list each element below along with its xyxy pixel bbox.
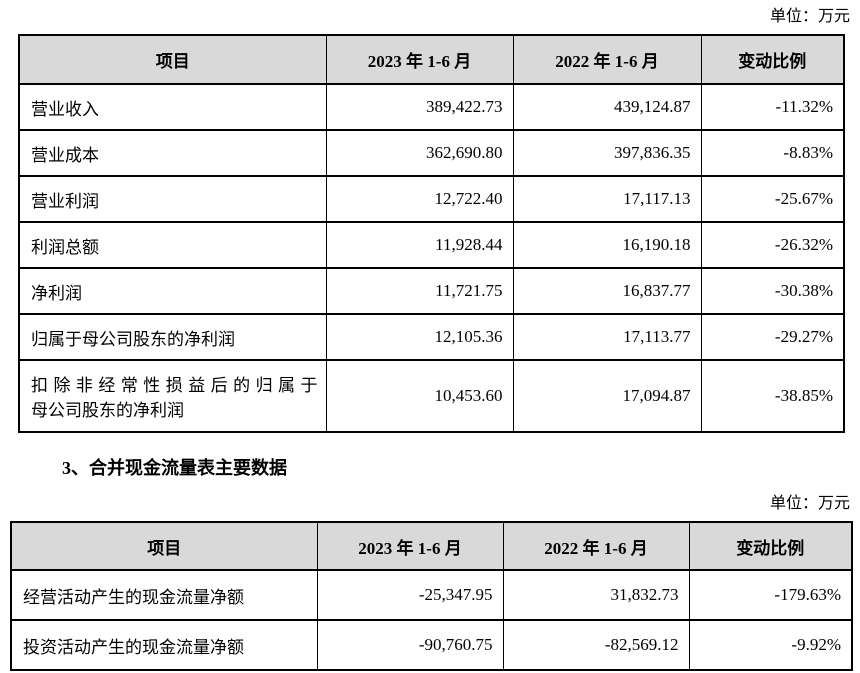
column-header-item: 项目 xyxy=(10,521,318,571)
table-row-net-profit: 净利润 11,721.75 16,837.77 -30.38% xyxy=(18,267,845,315)
change-ratio-cell: -30.38% xyxy=(700,267,845,315)
column-header-item: 项目 xyxy=(18,34,327,85)
column-header-2023: 2023 年 1-6 月 xyxy=(316,521,504,571)
value-2023-cell: 11,928.44 xyxy=(325,221,514,269)
value-2022-cell: -82,569.12 xyxy=(502,619,690,671)
item-label-cell: 扣除非经常性损益后的归属于 母公司股东的净利润 xyxy=(18,359,327,433)
value-2023-cell: 362,690.80 xyxy=(325,129,514,177)
change-ratio-cell: -179.63% xyxy=(688,569,853,621)
value-2023-cell: 12,105.36 xyxy=(325,313,514,361)
value-2023-cell: 11,721.75 xyxy=(325,267,514,315)
change-ratio-cell: -26.32% xyxy=(700,221,845,269)
column-header-2023: 2023 年 1-6 月 xyxy=(325,34,514,85)
section-heading: 3、合并现金流量表主要数据 xyxy=(62,458,287,478)
value-2023-cell: 10,453.60 xyxy=(325,359,514,433)
column-header-2022: 2022 年 1-6 月 xyxy=(502,521,690,571)
column-header-change: 变动比例 xyxy=(700,34,845,85)
value-2022-cell: 16,190.18 xyxy=(512,221,702,269)
table-row-operating-cash-flow: 经营活动产生的现金流量净额 -25,347.95 31,832.73 -179.… xyxy=(10,569,853,621)
value-2022-cell: 17,113.77 xyxy=(512,313,702,361)
item-label-cell: 营业收入 xyxy=(18,83,327,131)
value-2022-cell: 17,117.13 xyxy=(512,175,702,223)
change-ratio-cell: -29.27% xyxy=(700,313,845,361)
table-row-operating-revenue: 营业收入 389,422.73 439,124.87 -11.32% xyxy=(18,83,845,131)
item-label-cell: 经营活动产生的现金流量净额 xyxy=(10,569,318,621)
unit-label: 单位：万元 xyxy=(769,495,850,512)
item-label-cell: 营业成本 xyxy=(18,129,327,177)
value-2022-cell: 17,094.87 xyxy=(512,359,702,433)
change-ratio-cell: -9.92% xyxy=(688,619,853,671)
value-2023-cell: -25,347.95 xyxy=(316,569,504,621)
table-row-net-profit-to-parent: 归属于母公司股东的净利润 12,105.36 17,113.77 -29.27% xyxy=(18,313,845,361)
item-label-line2: 母公司股东的净利润 xyxy=(31,401,184,420)
item-label-cell: 投资活动产生的现金流量净额 xyxy=(10,619,318,671)
value-2022-cell: 397,836.35 xyxy=(512,129,702,177)
table-header-row: 项目 2023 年 1-6 月 2022 年 1-6 月 变动比例 xyxy=(10,521,853,571)
cash-flow-table: 项目 2023 年 1-6 月 2022 年 1-6 月 变动比例 经营活动产生… xyxy=(10,521,853,671)
item-label-line1: 扣除非经常性损益后的归属于 xyxy=(31,376,318,395)
table-header-row: 项目 2023 年 1-6 月 2022 年 1-6 月 变动比例 xyxy=(18,34,845,85)
table-row-operating-cost: 营业成本 362,690.80 397,836.35 -8.83% xyxy=(18,129,845,177)
table-row-investing-cash-flow: 投资活动产生的现金流量净额 -90,760.75 -82,569.12 -9.9… xyxy=(10,619,853,671)
column-header-change: 变动比例 xyxy=(688,521,853,571)
value-2023-cell: 12,722.40 xyxy=(325,175,514,223)
unit-label: 单位：万元 xyxy=(769,8,850,25)
item-label-cell: 净利润 xyxy=(18,267,327,315)
change-ratio-cell: -25.67% xyxy=(700,175,845,223)
value-2022-cell: 31,832.73 xyxy=(502,569,690,621)
value-2023-cell: -90,760.75 xyxy=(316,619,504,671)
item-label-cell: 归属于母公司股东的净利润 xyxy=(18,313,327,361)
value-2023-cell: 389,422.73 xyxy=(325,83,514,131)
table-row-operating-profit: 营业利润 12,722.40 17,117.13 -25.67% xyxy=(18,175,845,223)
column-header-2022: 2022 年 1-6 月 xyxy=(512,34,702,85)
item-label-cell: 营业利润 xyxy=(18,175,327,223)
income-summary-table: 项目 2023 年 1-6 月 2022 年 1-6 月 变动比例 营业收入 3… xyxy=(18,34,845,433)
item-label-cell: 利润总额 xyxy=(18,221,327,269)
table-row-total-profit: 利润总额 11,928.44 16,190.18 -26.32% xyxy=(18,221,845,269)
change-ratio-cell: -11.32% xyxy=(700,83,845,131)
change-ratio-cell: -38.85% xyxy=(700,359,845,433)
change-ratio-cell: -8.83% xyxy=(700,129,845,177)
value-2022-cell: 16,837.77 xyxy=(512,267,702,315)
table-row-net-profit-deducted: 扣除非经常性损益后的归属于 母公司股东的净利润 10,453.60 17,094… xyxy=(18,359,845,433)
value-2022-cell: 439,124.87 xyxy=(512,83,702,131)
